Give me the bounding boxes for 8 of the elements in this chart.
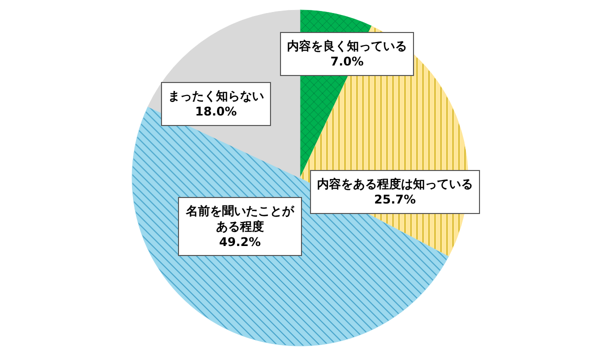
slice-label: 内容をある程度は知っている: [317, 177, 473, 191]
slice-label: 内容を良く知っている: [287, 39, 407, 53]
data-label: 7.0%: [330, 54, 364, 69]
data-label: 49.2%: [219, 235, 261, 250]
slice-label: 名前を聞いたことがある程度: [185, 204, 295, 234]
data-label: 18.0%: [195, 104, 237, 119]
slice-label: まったく知らない: [168, 89, 264, 103]
data-label: 25.7%: [374, 192, 416, 207]
